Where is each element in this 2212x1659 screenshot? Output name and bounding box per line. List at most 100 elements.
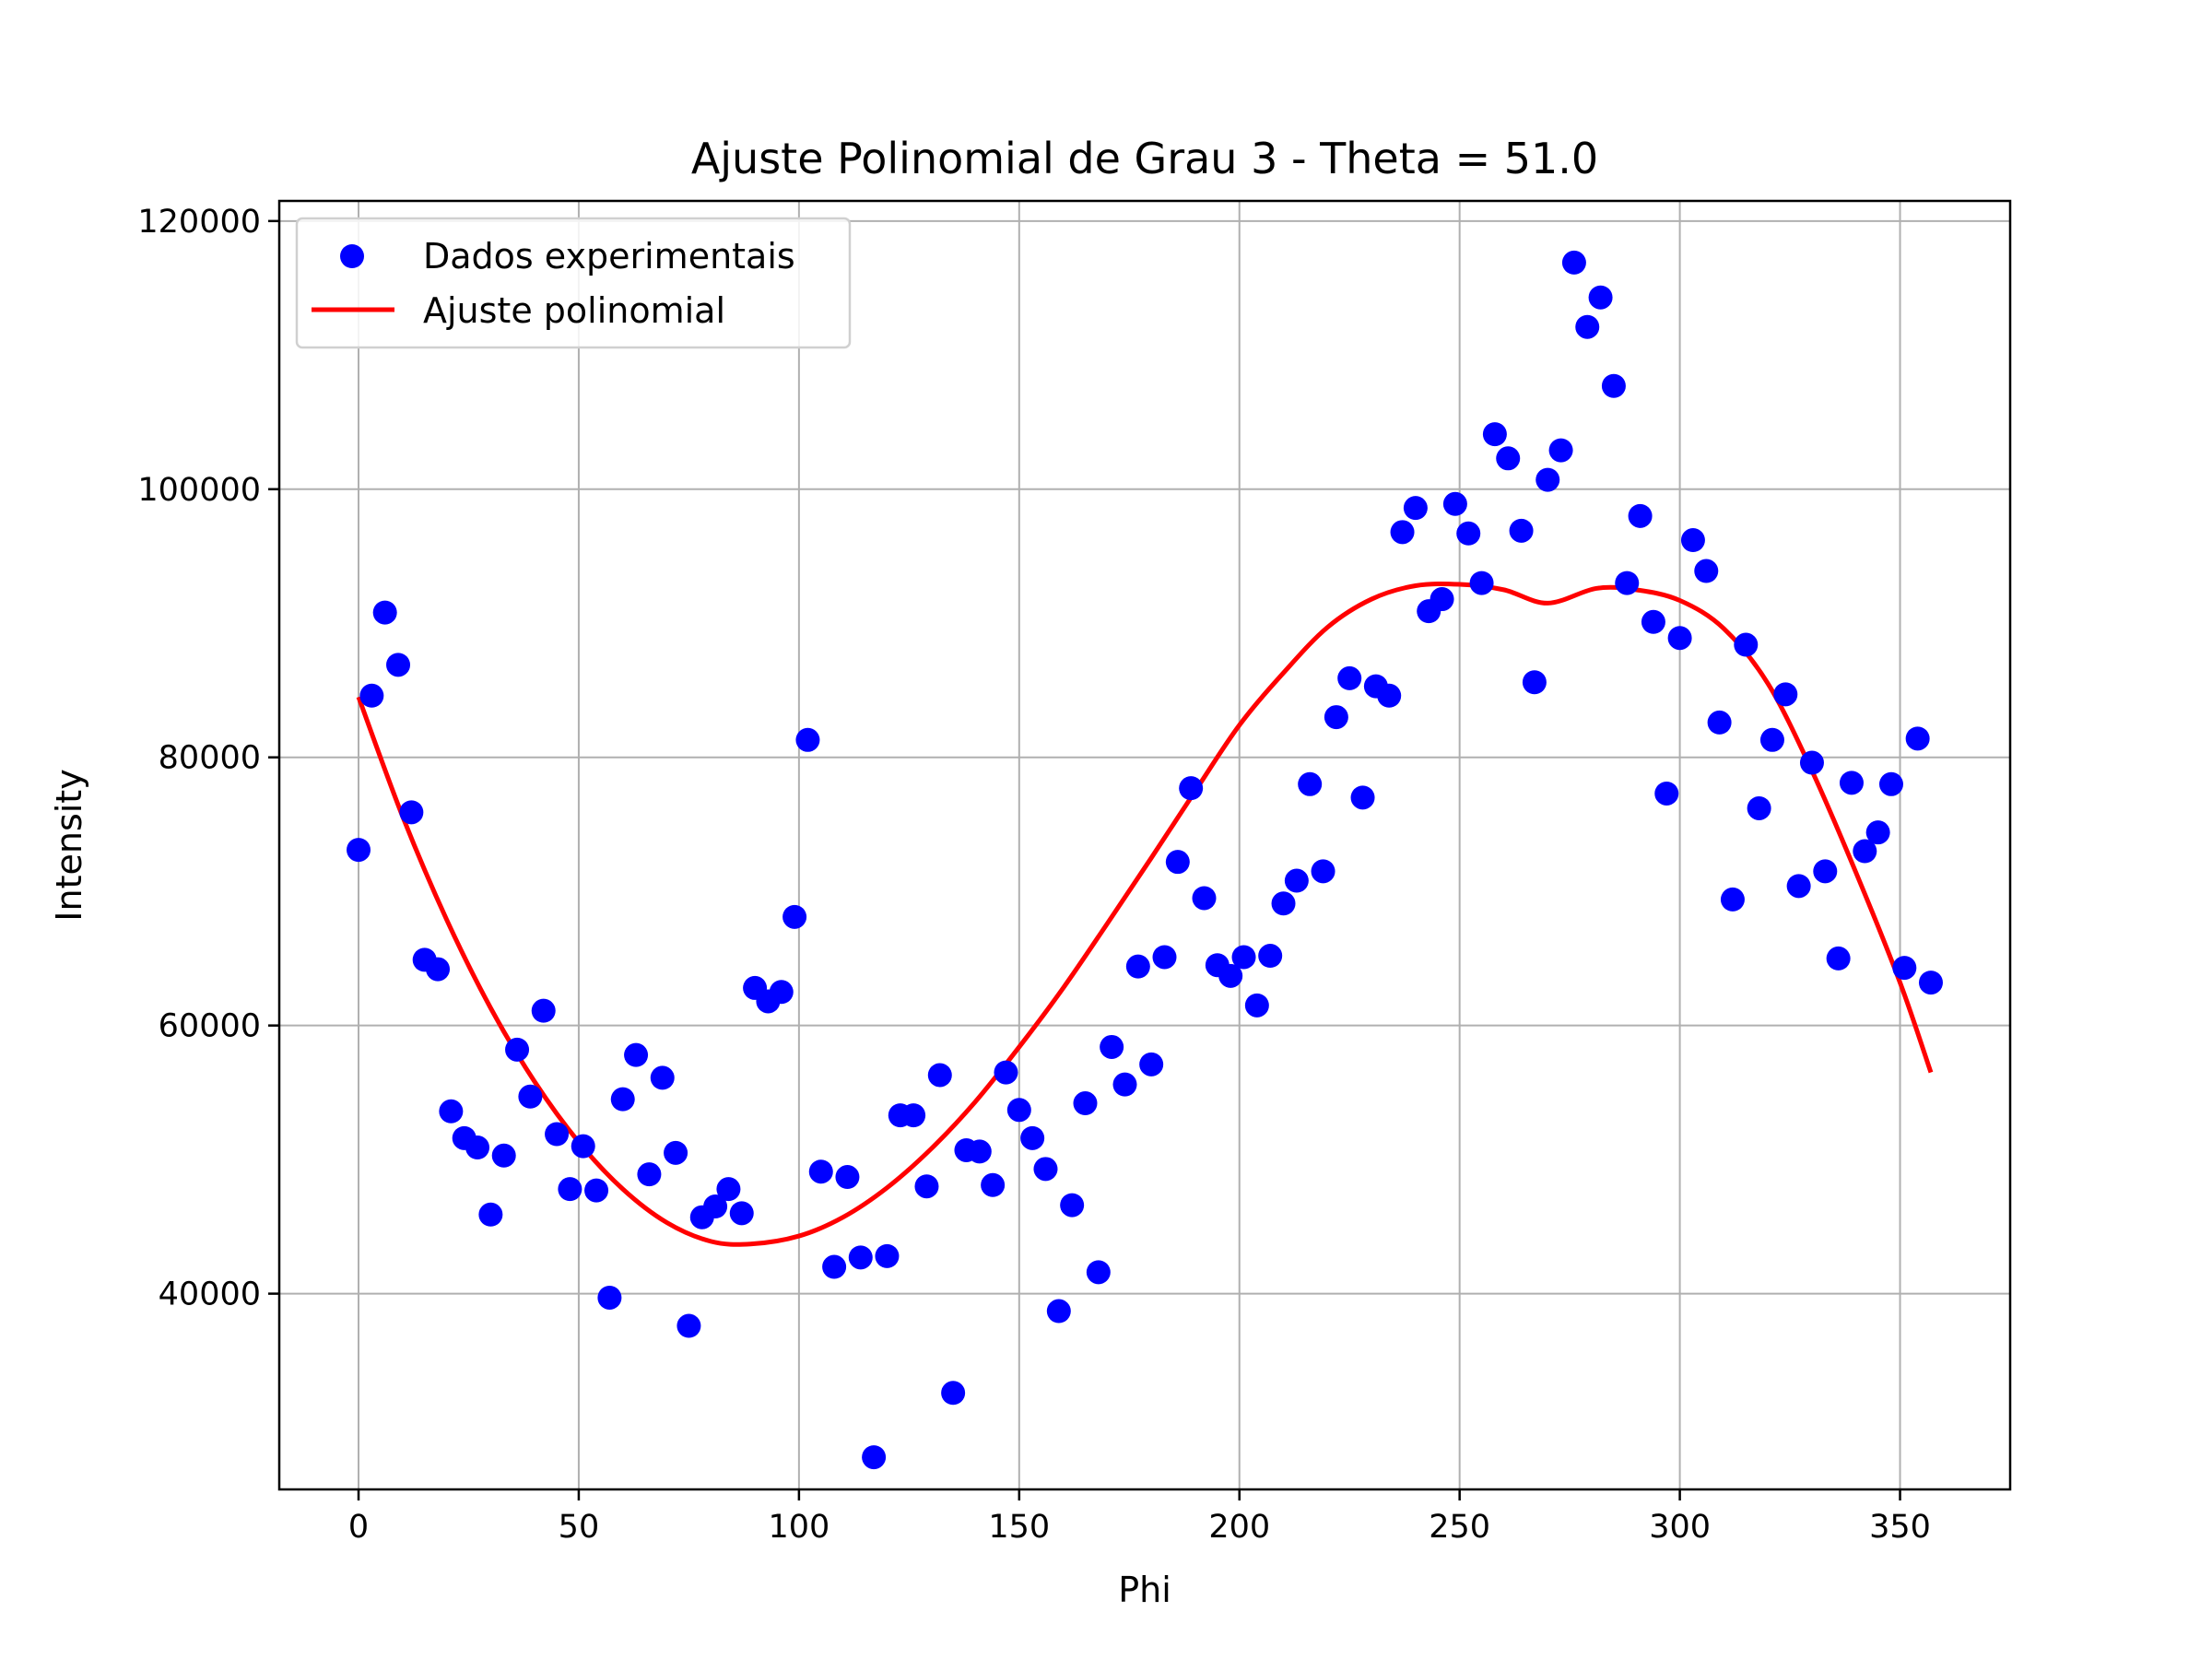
x-tick-label: 300 <box>1649 1509 1711 1546</box>
data-point <box>1218 963 1243 988</box>
data-point <box>518 1084 543 1109</box>
data-point <box>1377 683 1402 708</box>
data-point <box>1601 373 1626 398</box>
data-point <box>1086 1260 1111 1285</box>
data-point <box>478 1202 503 1227</box>
data-point <box>1786 874 1811 899</box>
data-point <box>465 1135 490 1160</box>
data-point <box>967 1139 992 1164</box>
data-point <box>1734 632 1759 657</box>
data-point <box>1469 571 1494 595</box>
data-point <box>1033 1157 1058 1182</box>
data-point <box>1628 503 1653 528</box>
data-point <box>795 727 820 752</box>
data-point <box>981 1172 1006 1197</box>
data-point <box>1271 891 1296 916</box>
data-point <box>372 600 397 625</box>
data-point <box>1390 520 1415 545</box>
data-point <box>1456 521 1481 546</box>
data-point <box>1258 944 1283 969</box>
data-point <box>1641 609 1665 634</box>
x-tick-label: 150 <box>988 1509 1050 1546</box>
data-point <box>347 838 371 863</box>
data-point <box>1918 971 1943 995</box>
data-point <box>769 980 794 1005</box>
data-point <box>994 1060 1018 1085</box>
data-point <box>1060 1193 1085 1218</box>
data-point <box>1482 422 1507 447</box>
x-axis-label: Phi <box>1118 1570 1171 1610</box>
data-point <box>1561 250 1586 275</box>
x-tick-label: 50 <box>559 1509 600 1546</box>
plot-frame <box>277 199 2012 1491</box>
data-point <box>531 998 556 1023</box>
legend-label-ajuste-polinomial: Ajuste polinomial <box>423 290 725 331</box>
data-point <box>941 1381 966 1406</box>
data-point <box>558 1177 582 1202</box>
data-point <box>1773 682 1798 707</box>
data-point <box>650 1065 675 1090</box>
data-point <box>716 1177 741 1202</box>
data-point <box>1839 771 1864 795</box>
legend-box <box>295 217 852 349</box>
data-point <box>808 1159 833 1184</box>
data-point <box>1865 820 1890 845</box>
data-point <box>1046 1299 1071 1324</box>
legend-label-dados-experimentais: Dados experimentais <box>423 236 795 276</box>
data-point <box>439 1099 464 1124</box>
y-tick-label: 120000 <box>137 204 261 241</box>
legend-marker-dados-experimentais <box>340 244 364 268</box>
x-tick-label: 100 <box>768 1509 830 1546</box>
data-point <box>359 683 384 708</box>
data-point <box>1575 314 1600 339</box>
data-point <box>822 1254 847 1279</box>
data-point <box>1165 850 1190 875</box>
data-point <box>505 1037 530 1062</box>
axes: 0 50 100 150 200 250 300 350 40000 60000 80000 1000… <box>137 204 1931 1546</box>
data-point <box>1496 446 1521 471</box>
y-tick-label: 80000 <box>159 740 261 777</box>
data-point <box>1020 1125 1045 1150</box>
data-point <box>545 1122 570 1147</box>
y-tick-label: 40000 <box>159 1277 261 1313</box>
data-point <box>571 1134 595 1159</box>
data-point <box>584 1178 609 1203</box>
data-point <box>1350 785 1375 810</box>
data-point <box>610 1087 635 1112</box>
data-point <box>597 1285 622 1310</box>
data-point <box>426 957 451 982</box>
data-point <box>1403 496 1428 521</box>
data-point <box>1442 491 1467 516</box>
data-point <box>677 1313 701 1338</box>
data-point <box>729 1201 754 1226</box>
data-point <box>1548 438 1573 463</box>
data-point <box>1826 946 1851 971</box>
data-point <box>1337 665 1362 690</box>
legend: Dados experimentais Ajuste polinomial <box>295 217 852 349</box>
data-point <box>1152 945 1177 970</box>
data-point <box>1231 945 1256 970</box>
data-point <box>399 800 424 825</box>
data-point <box>1284 868 1309 893</box>
data-point <box>1324 705 1348 730</box>
data-point <box>624 1042 649 1067</box>
data-point <box>1707 710 1732 735</box>
data-point <box>1654 781 1679 806</box>
x-tick-label: 0 <box>348 1509 369 1546</box>
data-point <box>703 1194 728 1219</box>
y-tick-label: 60000 <box>159 1008 261 1045</box>
data-point <box>875 1243 900 1268</box>
data-point <box>1905 726 1930 751</box>
data-point <box>862 1445 887 1470</box>
data-point <box>835 1165 860 1190</box>
y-axis-label: Intensity <box>49 769 89 921</box>
data-point <box>1139 1052 1164 1077</box>
data-point <box>914 1174 939 1199</box>
data-point <box>1853 839 1877 864</box>
data-point <box>1588 285 1613 310</box>
x-tick-label: 200 <box>1208 1509 1270 1546</box>
data-point <box>901 1103 926 1128</box>
data-point <box>1892 956 1917 981</box>
data-point <box>1694 559 1719 583</box>
